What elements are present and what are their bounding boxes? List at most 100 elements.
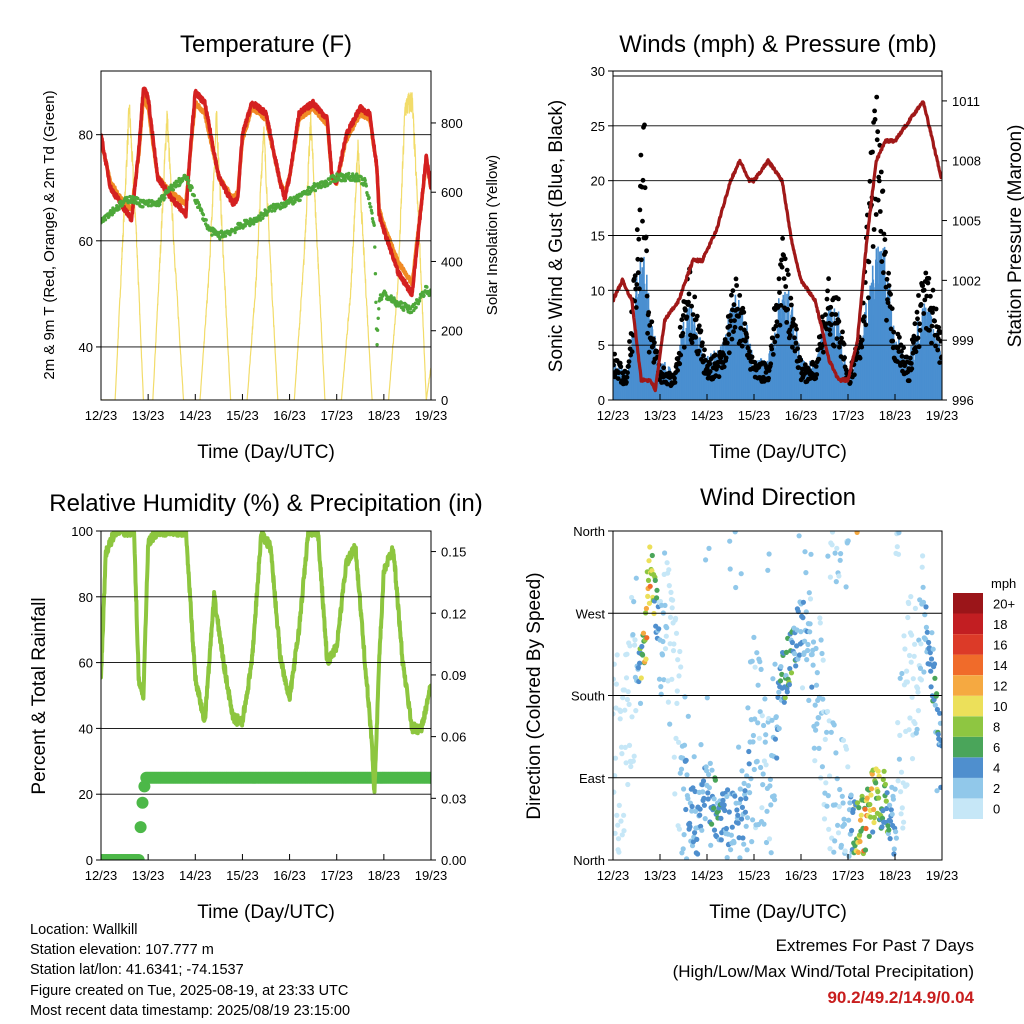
- dewpoint-point: [141, 205, 145, 209]
- temperature-ytick-label: 40: [79, 340, 93, 355]
- direction-point: [699, 827, 705, 833]
- direction-point: [755, 682, 761, 688]
- gust-point: [731, 302, 737, 308]
- direction-point: [669, 676, 675, 682]
- direction-point: [618, 708, 624, 715]
- gust-point: [834, 336, 840, 341]
- direction-point: [845, 764, 851, 770]
- humidity-xtick-label: 12/23: [85, 868, 118, 883]
- gust-point: [644, 248, 649, 254]
- gust-point: [645, 330, 650, 336]
- direction-point: [873, 780, 879, 786]
- dewpoint-point: [197, 203, 202, 207]
- gust-point: [825, 288, 830, 294]
- gust-point: [915, 316, 920, 322]
- humidity-y2tick-label: 0.06: [441, 730, 466, 745]
- direction-point: [829, 542, 835, 548]
- direction-point: [828, 729, 834, 735]
- direction-point: [711, 796, 717, 802]
- winds-plot-area: [613, 94, 942, 400]
- gust-point: [741, 309, 747, 315]
- dewpoint-point: [363, 178, 367, 183]
- gust-point: [813, 375, 819, 381]
- gust-point: [618, 364, 624, 370]
- precip-point: [132, 854, 145, 860]
- dewpoint-point: [128, 194, 132, 199]
- gust-point: [936, 325, 942, 330]
- colorbar-label: 10: [993, 699, 1007, 714]
- direction-point: [740, 835, 746, 841]
- direction-point: [689, 808, 695, 814]
- dewpoint-point: [417, 299, 422, 303]
- temperature-y2tick-label: 0: [441, 393, 448, 408]
- gust-point: [859, 337, 865, 343]
- direction-point: [613, 661, 617, 667]
- direction-point: [935, 731, 941, 737]
- direction-point: [735, 812, 741, 818]
- gust-point: [867, 178, 873, 184]
- gust-point: [870, 149, 875, 155]
- temperature-xtick-label: 16/23: [273, 408, 306, 423]
- direction-point: [836, 804, 842, 810]
- direction-point: [934, 691, 940, 697]
- direction-point: [920, 553, 926, 559]
- direction-point: [677, 770, 683, 776]
- gust-point: [701, 353, 706, 359]
- direction-point: [915, 708, 922, 714]
- gust-point: [640, 218, 645, 224]
- dewpoint-point: [369, 205, 373, 209]
- direction-point: [616, 849, 622, 855]
- gust-point: [781, 276, 787, 281]
- gust-point: [883, 249, 888, 255]
- gust-point: [744, 334, 750, 340]
- direction-point: [917, 597, 923, 603]
- direction-point: [887, 802, 893, 808]
- temperature-y2tick-label: 800: [441, 116, 463, 131]
- gust-point: [909, 366, 915, 372]
- direction-point: [834, 776, 840, 782]
- extremes-values: 90.2/49.2/14.9/0.04: [827, 988, 974, 1007]
- direction-point: [702, 816, 708, 822]
- direction-ylabel-left: Direction (Colored By Speed): [524, 572, 545, 819]
- direction-point: [812, 758, 818, 764]
- gust-point: [827, 327, 832, 333]
- direction-xtick-label: 17/23: [832, 868, 865, 883]
- direction-point: [863, 825, 869, 832]
- direction-xlabel: Time (Day/UTC): [709, 902, 847, 923]
- gust-point: [891, 329, 897, 335]
- direction-point: [703, 764, 709, 770]
- gust-point: [703, 357, 708, 363]
- dewpoint-point: [373, 245, 377, 249]
- direction-point: [700, 789, 706, 795]
- direction-point: [833, 579, 839, 585]
- direction-point: [745, 783, 752, 789]
- direction-point: [705, 790, 711, 796]
- direction-point: [654, 587, 660, 593]
- dewpoint-point: [364, 184, 368, 188]
- direction-point: [663, 633, 669, 639]
- direction-point: [646, 600, 653, 606]
- dewpoint-point: [219, 229, 224, 233]
- direction-point: [908, 594, 914, 600]
- direction-point: [838, 842, 845, 848]
- direction-point: [759, 713, 765, 719]
- winds-y2tick-label: 1005: [952, 214, 981, 229]
- dewpoint-point: [359, 175, 363, 179]
- dewpoint-point: [329, 180, 333, 184]
- gust-point: [638, 152, 644, 158]
- direction-point: [729, 824, 735, 830]
- direction-point: [892, 786, 898, 792]
- temperature-xtick-label: 19/23: [415, 408, 448, 423]
- direction-point: [614, 652, 620, 658]
- dewpoint-point: [149, 204, 153, 208]
- gust-point: [680, 330, 686, 336]
- colorbar-label: 0: [993, 802, 1000, 817]
- direction-point: [866, 833, 872, 840]
- humidity-y2tick-label: 0.03: [441, 791, 466, 806]
- direction-point: [809, 684, 815, 690]
- winds-xtick-label: 14/23: [691, 408, 724, 423]
- direction-point: [891, 846, 897, 852]
- direction-point: [625, 689, 631, 695]
- gust-point: [874, 94, 880, 100]
